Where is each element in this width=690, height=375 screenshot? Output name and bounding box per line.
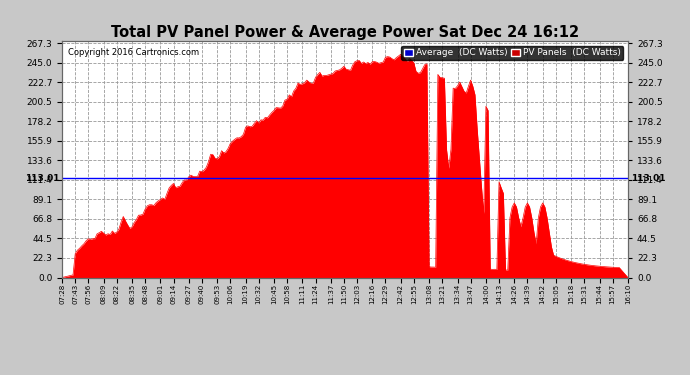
Text: Copyright 2016 Cartronics.com: Copyright 2016 Cartronics.com <box>68 48 199 57</box>
Title: Total PV Panel Power & Average Power Sat Dec 24 16:12: Total PV Panel Power & Average Power Sat… <box>111 25 579 40</box>
Legend: Average  (DC Watts), PV Panels  (DC Watts): Average (DC Watts), PV Panels (DC Watts) <box>402 46 623 60</box>
Text: 113.01: 113.01 <box>25 174 59 183</box>
Text: 113.01: 113.01 <box>631 174 665 183</box>
